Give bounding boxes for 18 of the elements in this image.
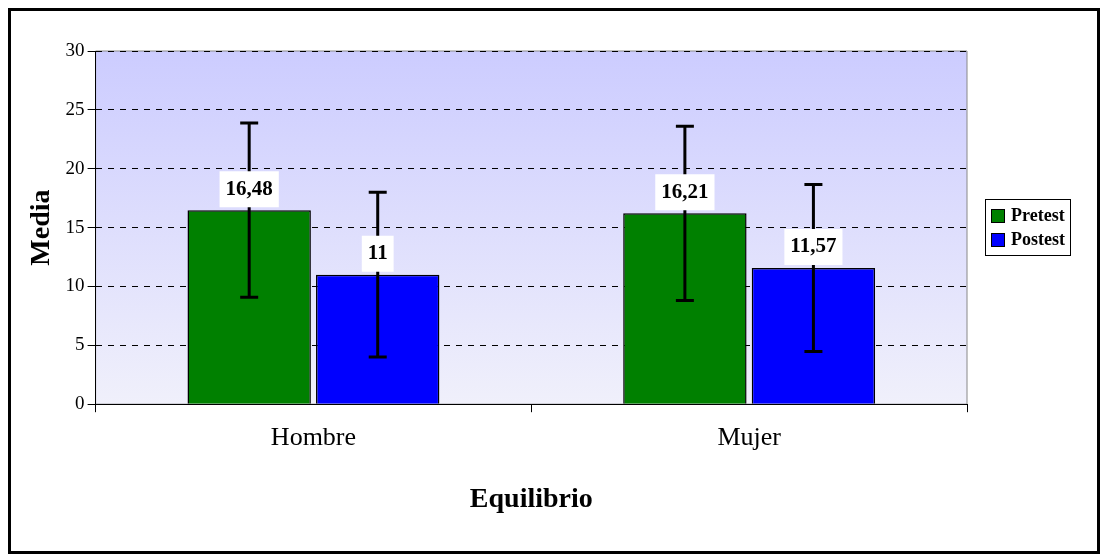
y-tick-label: 10 — [65, 274, 85, 296]
legend-frame: Pretest Postest — [985, 199, 1071, 257]
x-tick-label: Mujer — [717, 421, 782, 451]
y-tick-label: 5 — [75, 333, 85, 355]
frame-border: Equilibrio Media Hombre Mujer 0 5 10 15 20 25 30 16,48 16,21 11 11,57 Pretest Postest — [8, 8, 1100, 554]
data-label: 11,57 — [790, 233, 837, 258]
x-axis-title: Equilibrio — [469, 482, 593, 514]
data-label: 16,21 — [661, 178, 709, 203]
y-tick-label: 25 — [65, 97, 85, 119]
y-tick-label: 30 — [65, 38, 85, 60]
y-axis-title: Media — [24, 189, 56, 266]
y-tick-label: 0 — [75, 392, 85, 414]
data-label: 11 — [367, 240, 388, 265]
y-tick-label: 15 — [65, 215, 85, 237]
legend-label: Postest — [1011, 229, 1065, 251]
data-label: 16,48 — [225, 175, 273, 200]
y-tick-label: 20 — [65, 156, 85, 178]
x-tick-label: Hombre — [270, 421, 357, 451]
